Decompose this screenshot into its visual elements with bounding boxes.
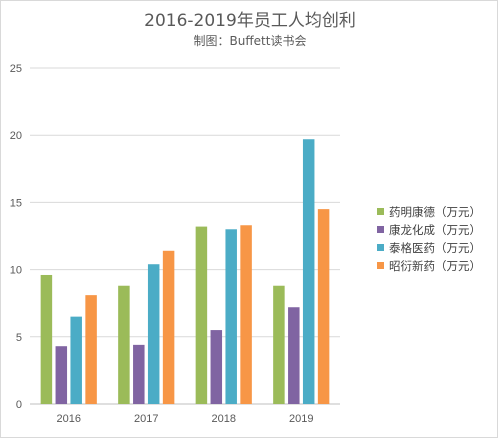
y-tick-label: 25	[10, 63, 22, 75]
legend-swatch	[377, 244, 384, 251]
legend: 药明康德（万元） 康龙化成（万元） 泰格医药（万元） 昭衍新药（万元）	[377, 205, 481, 273]
bar	[317, 209, 330, 404]
legend-label: 药明康德（万元）	[389, 205, 481, 219]
legend-swatch	[377, 262, 384, 269]
bar	[210, 330, 223, 404]
y-tick-label: 15	[10, 197, 22, 209]
bar	[70, 316, 82, 404]
bar	[133, 344, 145, 404]
y-tick-label: 0	[16, 399, 22, 411]
bar	[240, 225, 252, 404]
x-tick-label: 2016	[57, 413, 81, 425]
x-tick-label: 2018	[212, 413, 236, 425]
legend-label: 昭衍新药（万元）	[389, 259, 481, 273]
y-axis-ticks: 0 5 10 15 20 25	[10, 63, 22, 411]
bar	[195, 226, 208, 404]
y-tick-label: 10	[10, 265, 22, 277]
bar	[118, 285, 130, 404]
bars	[40, 139, 330, 404]
bar	[55, 346, 68, 404]
legend-swatch	[377, 208, 384, 215]
bar	[273, 285, 285, 404]
y-tick-label: 5	[16, 332, 22, 344]
x-tick-label: 2019	[289, 413, 313, 425]
bar	[288, 307, 300, 404]
bar	[225, 229, 237, 404]
x-axis-ticks: 2016 2017 2018 2019	[57, 413, 314, 425]
y-tick-label: 20	[10, 130, 22, 142]
bar	[302, 139, 315, 404]
bar	[162, 250, 175, 404]
bar	[40, 274, 53, 404]
bar	[147, 264, 160, 404]
legend-label: 康龙化成（万元）	[389, 223, 481, 237]
bar	[85, 295, 97, 404]
legend-label: 泰格医药（万元）	[389, 241, 481, 255]
legend-swatch	[377, 226, 384, 233]
x-tick-label: 2017	[134, 413, 158, 425]
chart-title: 2016-2019年员工人均创利	[144, 11, 356, 31]
chart-subtitle: 制图：Buffett读书会	[194, 34, 307, 48]
